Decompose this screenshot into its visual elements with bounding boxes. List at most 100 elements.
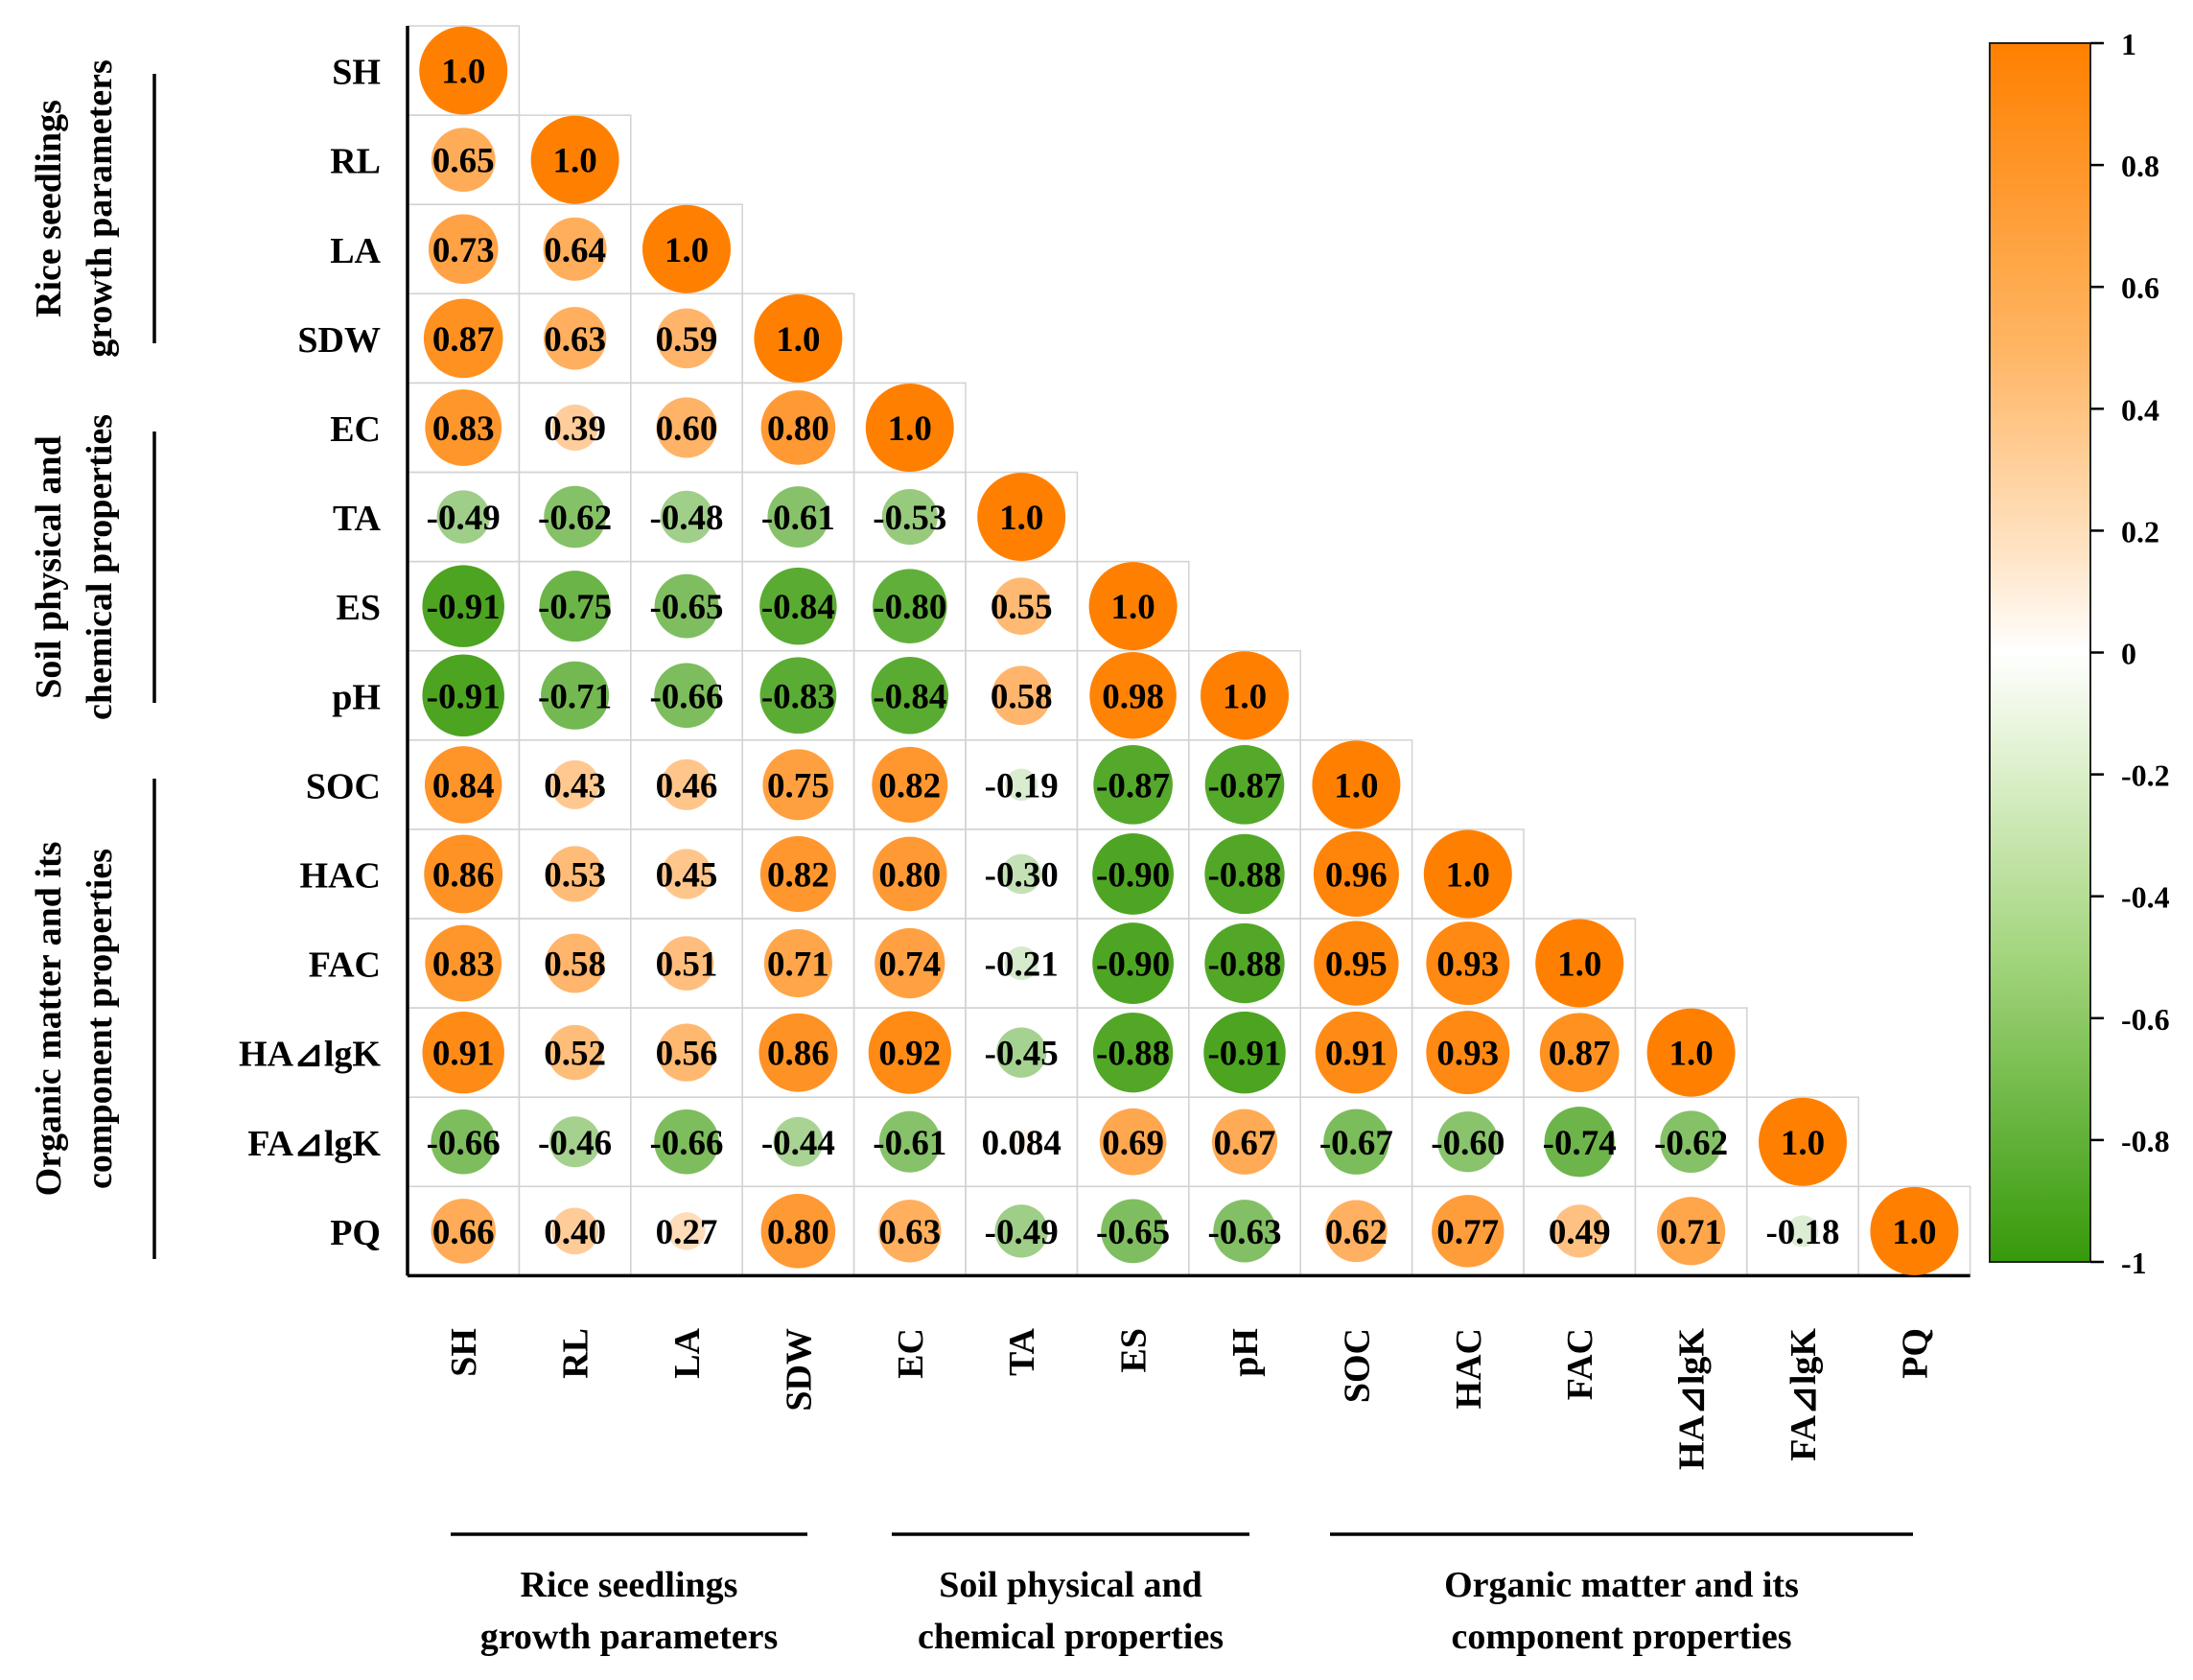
correlation-circle-HAC-HAC	[1423, 829, 1512, 919]
correlation-circle-HA⊿lgK-HAC	[1426, 1011, 1510, 1095]
correlation-circle-HA⊿lgK-pH	[1203, 1011, 1286, 1094]
correlation-value: -0.62	[1654, 1124, 1728, 1163]
correlation-value: 0.66	[432, 1213, 495, 1252]
correlation-value: -0.53	[873, 499, 946, 538]
correlation-circle-EC-EC	[865, 383, 954, 472]
colorbar-tick-label: 0	[2121, 637, 2136, 671]
colorbar-tick-label: -0.6	[2121, 1002, 2170, 1037]
correlation-value: 1.0	[1781, 1124, 1825, 1163]
correlation-circle-HAC-LA	[661, 849, 712, 899]
correlation-circle-FAC-LA	[659, 936, 714, 991]
correlation-value: 0.98	[1102, 677, 1164, 716]
group-label-left-line2: chemical properties	[80, 414, 120, 720]
correlation-circle-HA⊿lgK-SDW	[758, 1013, 838, 1092]
correlation-value: 0.82	[767, 855, 829, 895]
column-label: FA⊿lgK	[1784, 1328, 1824, 1461]
row-label: HAC	[300, 855, 381, 896]
correlation-circle-RL-RL	[530, 115, 619, 204]
correlation-circle-PQ-SH	[431, 1199, 496, 1264]
correlation-circle-PQ-FA⊿lgK	[1786, 1215, 1819, 1248]
correlation-value: -0.66	[649, 677, 723, 716]
correlation-circle-pH-LA	[654, 663, 719, 729]
correlation-value: 1.0	[1892, 1213, 1936, 1252]
correlation-value: 1.0	[1668, 1035, 1713, 1074]
row-label: pH	[332, 677, 381, 717]
correlation-value: 0.84	[432, 766, 495, 805]
correlation-value: -0.91	[427, 588, 501, 627]
correlation-value: -0.19	[985, 766, 1059, 805]
correlation-circle-ES-ES	[1088, 562, 1178, 651]
correlation-circle-FA⊿lgK-FA⊿lgK	[1759, 1097, 1847, 1186]
correlation-circle-HAC-SOC	[1313, 830, 1399, 918]
correlation-circle-HA⊿lgK-SOC	[1315, 1011, 1398, 1094]
correlation-value: -0.48	[649, 499, 723, 538]
correlation-circle-SOC-RL	[550, 759, 600, 809]
correlation-value: 0.83	[432, 409, 495, 449]
colorbar-tick-label: -1	[2121, 1246, 2147, 1280]
correlation-value: 0.95	[1325, 945, 1388, 985]
correlation-circle-SOC-SDW	[762, 749, 834, 821]
correlation-circle-HAC-EC	[873, 836, 947, 912]
correlation-circle-FAC-SDW	[763, 928, 832, 998]
correlation-circle-FA⊿lgK-FAC	[1544, 1107, 1615, 1178]
correlation-value: -0.18	[1765, 1213, 1839, 1252]
correlation-circle-HAC-TA	[1001, 853, 1041, 895]
group-label-bottom-line2: growth parameters	[480, 1617, 779, 1657]
correlation-circle-ES-EC	[873, 569, 947, 643]
correlation-value: -0.66	[427, 1124, 501, 1163]
row-label: PQ	[330, 1213, 381, 1253]
correlation-circle-PQ-pH	[1213, 1200, 1276, 1263]
correlation-value: 0.69	[1102, 1124, 1164, 1163]
correlation-value: -0.49	[985, 1213, 1059, 1252]
correlation-circle-pH-SDW	[759, 657, 837, 735]
correlation-circle-EC-SH	[425, 389, 502, 466]
correlation-value: 1.0	[999, 499, 1043, 538]
correlation-value: -0.62	[538, 499, 612, 538]
correlation-circle-FA⊿lgK-EC	[878, 1110, 941, 1173]
column-label: RL	[556, 1328, 596, 1379]
correlation-value: -0.87	[1096, 766, 1170, 805]
column-label: HAC	[1449, 1328, 1489, 1409]
correlation-circle-FAC-SH	[425, 924, 502, 1002]
colorbar-tick-label: 1	[2121, 27, 2136, 61]
correlation-circle-ES-LA	[654, 573, 719, 639]
correlation-circle-TA-TA	[977, 473, 1066, 562]
correlation-value: 0.73	[432, 231, 495, 270]
row-label: SOC	[306, 766, 381, 806]
matrix-axes	[406, 26, 1971, 1278]
correlation-value: 0.91	[1325, 1035, 1388, 1074]
correlation-circle-ES-SH	[422, 565, 504, 647]
correlation-circle-EC-SDW	[760, 390, 836, 465]
correlation-circle-HA⊿lgK-ES	[1092, 1012, 1174, 1093]
colorbar-tick-label: -0.4	[2121, 880, 2170, 915]
group-annotations: Rice seedlings growth parameters Rice seed…	[29, 59, 1913, 1657]
correlation-value: -0.88	[1207, 945, 1281, 985]
correlation-circle-PQ-EC	[878, 1200, 942, 1263]
correlation-value: 0.74	[878, 945, 941, 985]
correlation-circle-FA⊿lgK-HAC	[1437, 1111, 1499, 1173]
correlation-circle-pH-pH	[1201, 651, 1289, 740]
correlation-value: -0.46	[538, 1124, 612, 1163]
correlation-circle-FAC-RL	[545, 933, 605, 993]
correlation-value: -0.45	[985, 1035, 1059, 1074]
correlation-circle-RL-SH	[431, 128, 496, 193]
correlation-value: 0.59	[656, 320, 718, 360]
correlation-value: 0.75	[767, 766, 829, 805]
correlation-circle-FAC-EC	[875, 927, 945, 999]
correlation-value: -0.84	[761, 588, 835, 627]
correlation-circle-pH-SH	[422, 654, 504, 737]
group-label-bottom-line2: component properties	[1452, 1617, 1792, 1657]
correlation-value: 0.27	[656, 1213, 718, 1252]
correlation-value: -0.71	[538, 677, 612, 716]
correlation-value: -0.61	[761, 499, 835, 538]
correlation-value: 0.53	[544, 855, 606, 895]
group-label-left-line1: Soil physical and	[29, 435, 69, 699]
correlation-circle-FA⊿lgK-SH	[431, 1108, 496, 1175]
correlation-circle-SOC-LA	[661, 758, 712, 810]
correlation-value: 1.0	[441, 53, 485, 92]
correlation-circle-HA⊿lgK-FAC	[1539, 1013, 1620, 1092]
correlation-circle-HAC-pH	[1204, 833, 1285, 915]
correlation-value: 0.43	[544, 766, 606, 805]
column-label: pH	[1225, 1328, 1266, 1377]
correlation-circle-FAC-SOC	[1314, 921, 1399, 1006]
